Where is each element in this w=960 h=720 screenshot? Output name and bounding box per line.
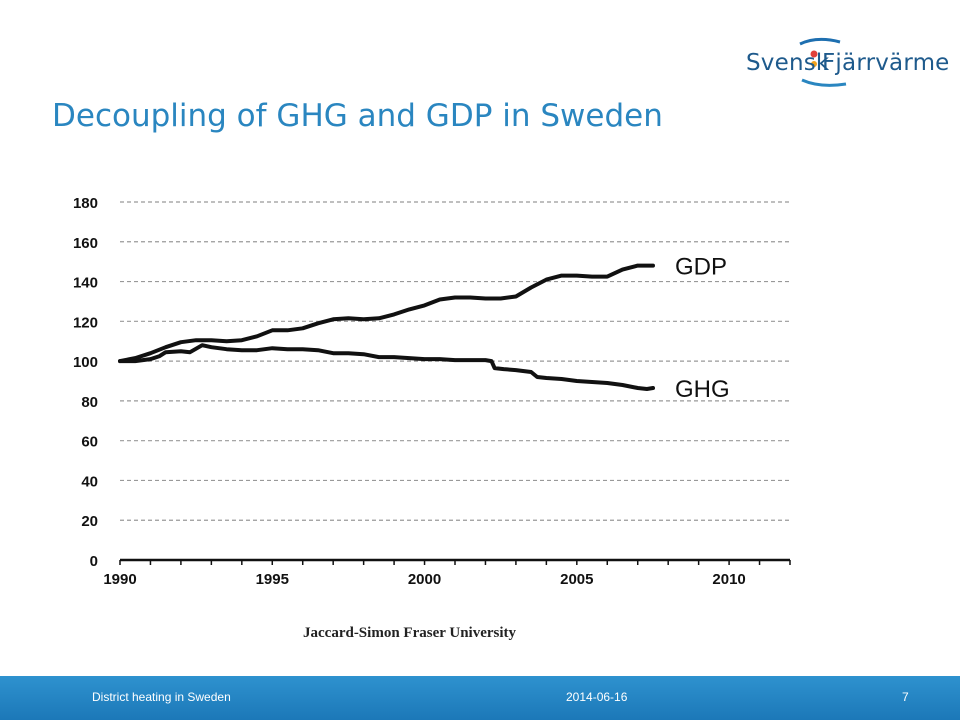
series-line-gdp bbox=[118, 263, 655, 364]
y-tick-label-60: 60 bbox=[81, 434, 98, 451]
x-tick-label-2000: 2000 bbox=[408, 571, 441, 588]
footer-presentation-title: District heating in Sweden bbox=[92, 690, 231, 704]
y-tick-label-180: 180 bbox=[73, 195, 98, 212]
chart-tick-labels: 0 20 40 60 80 100 120 140 160 180 1990 1995 2000 2005… bbox=[73, 195, 746, 588]
page-title: Decoupling of GHG and GDP in Sweden bbox=[52, 98, 663, 134]
chart-series: GDP GHG bbox=[118, 254, 730, 403]
logo-emblem-icon bbox=[799, 37, 847, 87]
x-tick-label-1990: 1990 bbox=[103, 571, 136, 588]
footer-bar: District heating in Sweden 2014-06-16 7 bbox=[0, 676, 960, 720]
logo-text-svensk: Svensk bbox=[746, 50, 830, 76]
series-label-gdp: GDP bbox=[675, 254, 727, 281]
y-tick-label-160: 160 bbox=[73, 235, 98, 252]
ghg-gdp-line-chart: GDP GHG 0 20 40 60 80 100 120 140 160 180 1990 1995 2… bbox=[73, 195, 791, 641]
y-tick-label-140: 140 bbox=[73, 275, 98, 292]
y-tick-label-0: 0 bbox=[90, 553, 98, 570]
footer-date: 2014-06-16 bbox=[566, 690, 628, 704]
y-tick-label-40: 40 bbox=[81, 473, 98, 490]
y-tick-label-20: 20 bbox=[81, 513, 98, 530]
y-tick-label-120: 120 bbox=[73, 314, 98, 331]
series-line-ghg bbox=[118, 343, 655, 391]
chart-axes bbox=[119, 558, 791, 565]
x-tick-label-1995: 1995 bbox=[256, 571, 289, 588]
y-tick-label-100: 100 bbox=[73, 354, 98, 371]
x-tick-label-2010: 2010 bbox=[712, 571, 745, 588]
svensk-fjarrvarme-logo: Svensk Fjärrvärme bbox=[742, 34, 949, 90]
logo-text-fjarrvarme: Fjärrvärme bbox=[822, 50, 950, 76]
series-label-ghg: GHG bbox=[675, 376, 730, 403]
x-tick-label-2005: 2005 bbox=[560, 571, 593, 588]
y-tick-label-80: 80 bbox=[81, 394, 98, 411]
chart-source-label: Jaccard-Simon Fraser University bbox=[303, 625, 517, 641]
footer-page-number: 7 bbox=[902, 690, 909, 704]
